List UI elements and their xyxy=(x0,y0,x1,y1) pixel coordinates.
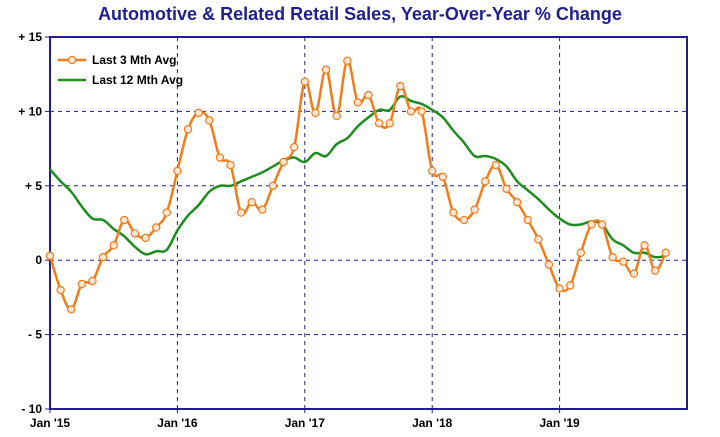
data-point xyxy=(396,81,405,91)
data-point xyxy=(428,166,437,176)
data-point xyxy=(268,181,278,190)
data-point xyxy=(459,215,469,225)
data-point xyxy=(587,220,596,229)
data-point xyxy=(120,215,129,225)
y-tick-label: + 15 xyxy=(18,30,42,44)
data-point xyxy=(523,215,532,225)
data-point xyxy=(98,253,108,262)
data-point xyxy=(247,197,256,207)
x-tick-label: Jan '17 xyxy=(285,416,326,430)
data-point xyxy=(555,284,564,293)
data-point xyxy=(77,279,87,289)
y-axis-ticks: + 15 + 10 + 5 0 - 5 - 10 xyxy=(18,30,50,416)
chart-title: Automotive & Related Retail Sales, Year-… xyxy=(98,4,622,24)
data-point xyxy=(470,205,479,214)
data-point xyxy=(449,208,458,217)
y-tick-label: 0 xyxy=(35,253,42,267)
x-tick-label: Jan '16 xyxy=(157,416,198,430)
data-point xyxy=(311,108,320,118)
data-point xyxy=(406,107,416,116)
data-point xyxy=(544,260,554,269)
data-point xyxy=(258,205,267,214)
data-point xyxy=(162,208,171,217)
series-last-12-mth-avg xyxy=(49,94,666,259)
data-point xyxy=(332,111,341,121)
data-point xyxy=(67,305,76,314)
data-point xyxy=(566,281,575,290)
data-point xyxy=(650,266,660,275)
data-point xyxy=(300,77,309,86)
data-point xyxy=(502,184,511,193)
data-point xyxy=(640,241,649,250)
x-tick-label: Jan '19 xyxy=(539,416,580,430)
series-line xyxy=(49,94,666,259)
data-point xyxy=(576,248,586,257)
data-point xyxy=(512,197,522,207)
data-point xyxy=(173,166,182,176)
data-point xyxy=(661,248,670,257)
data-point xyxy=(183,125,193,134)
legend-label: Last 12 Mth Avg xyxy=(92,73,183,87)
x-tick-label: Jan '15 xyxy=(30,416,71,430)
series-last-3-mth-avg xyxy=(45,56,670,314)
y-tick-label: - 5 xyxy=(28,328,42,342)
x-axis-ticks: Jan '15 Jan '16 Jan '17 Jan '18 Jan '19 xyxy=(30,409,580,430)
data-point xyxy=(279,157,288,167)
data-point xyxy=(205,116,214,125)
x-tick-label: Jan '18 xyxy=(412,416,453,430)
data-point xyxy=(343,56,352,66)
data-point xyxy=(608,253,617,262)
data-point xyxy=(321,65,331,74)
y-tick-label: - 10 xyxy=(21,402,42,416)
data-point xyxy=(385,119,394,128)
data-point xyxy=(534,235,543,244)
y-tick-label: + 5 xyxy=(25,179,42,193)
plot-area xyxy=(49,36,688,410)
legend-marker xyxy=(67,55,77,65)
data-point xyxy=(88,276,97,286)
data-point xyxy=(629,269,639,278)
data-point xyxy=(109,241,118,250)
data-point xyxy=(597,220,607,229)
data-point xyxy=(374,119,384,128)
data-point xyxy=(619,257,628,266)
data-point xyxy=(141,233,150,243)
data-point xyxy=(130,229,140,238)
data-point xyxy=(364,90,373,100)
data-point xyxy=(438,172,448,182)
data-point xyxy=(151,223,161,232)
data-point xyxy=(236,208,246,217)
data-point xyxy=(417,107,426,116)
data-point xyxy=(56,285,65,295)
data-point xyxy=(226,160,235,170)
grid-lines xyxy=(50,37,687,409)
data-point xyxy=(45,251,55,260)
data-point xyxy=(481,177,490,186)
legend: Last 3 Mth Avg Last 12 Mth Avg xyxy=(58,53,183,87)
data-point xyxy=(289,142,299,152)
data-point xyxy=(194,108,203,118)
data-point xyxy=(215,153,225,162)
y-tick-label: + 10 xyxy=(18,104,42,118)
data-point xyxy=(491,160,501,170)
data-point xyxy=(353,98,363,107)
legend-label: Last 3 Mth Avg xyxy=(92,53,176,67)
